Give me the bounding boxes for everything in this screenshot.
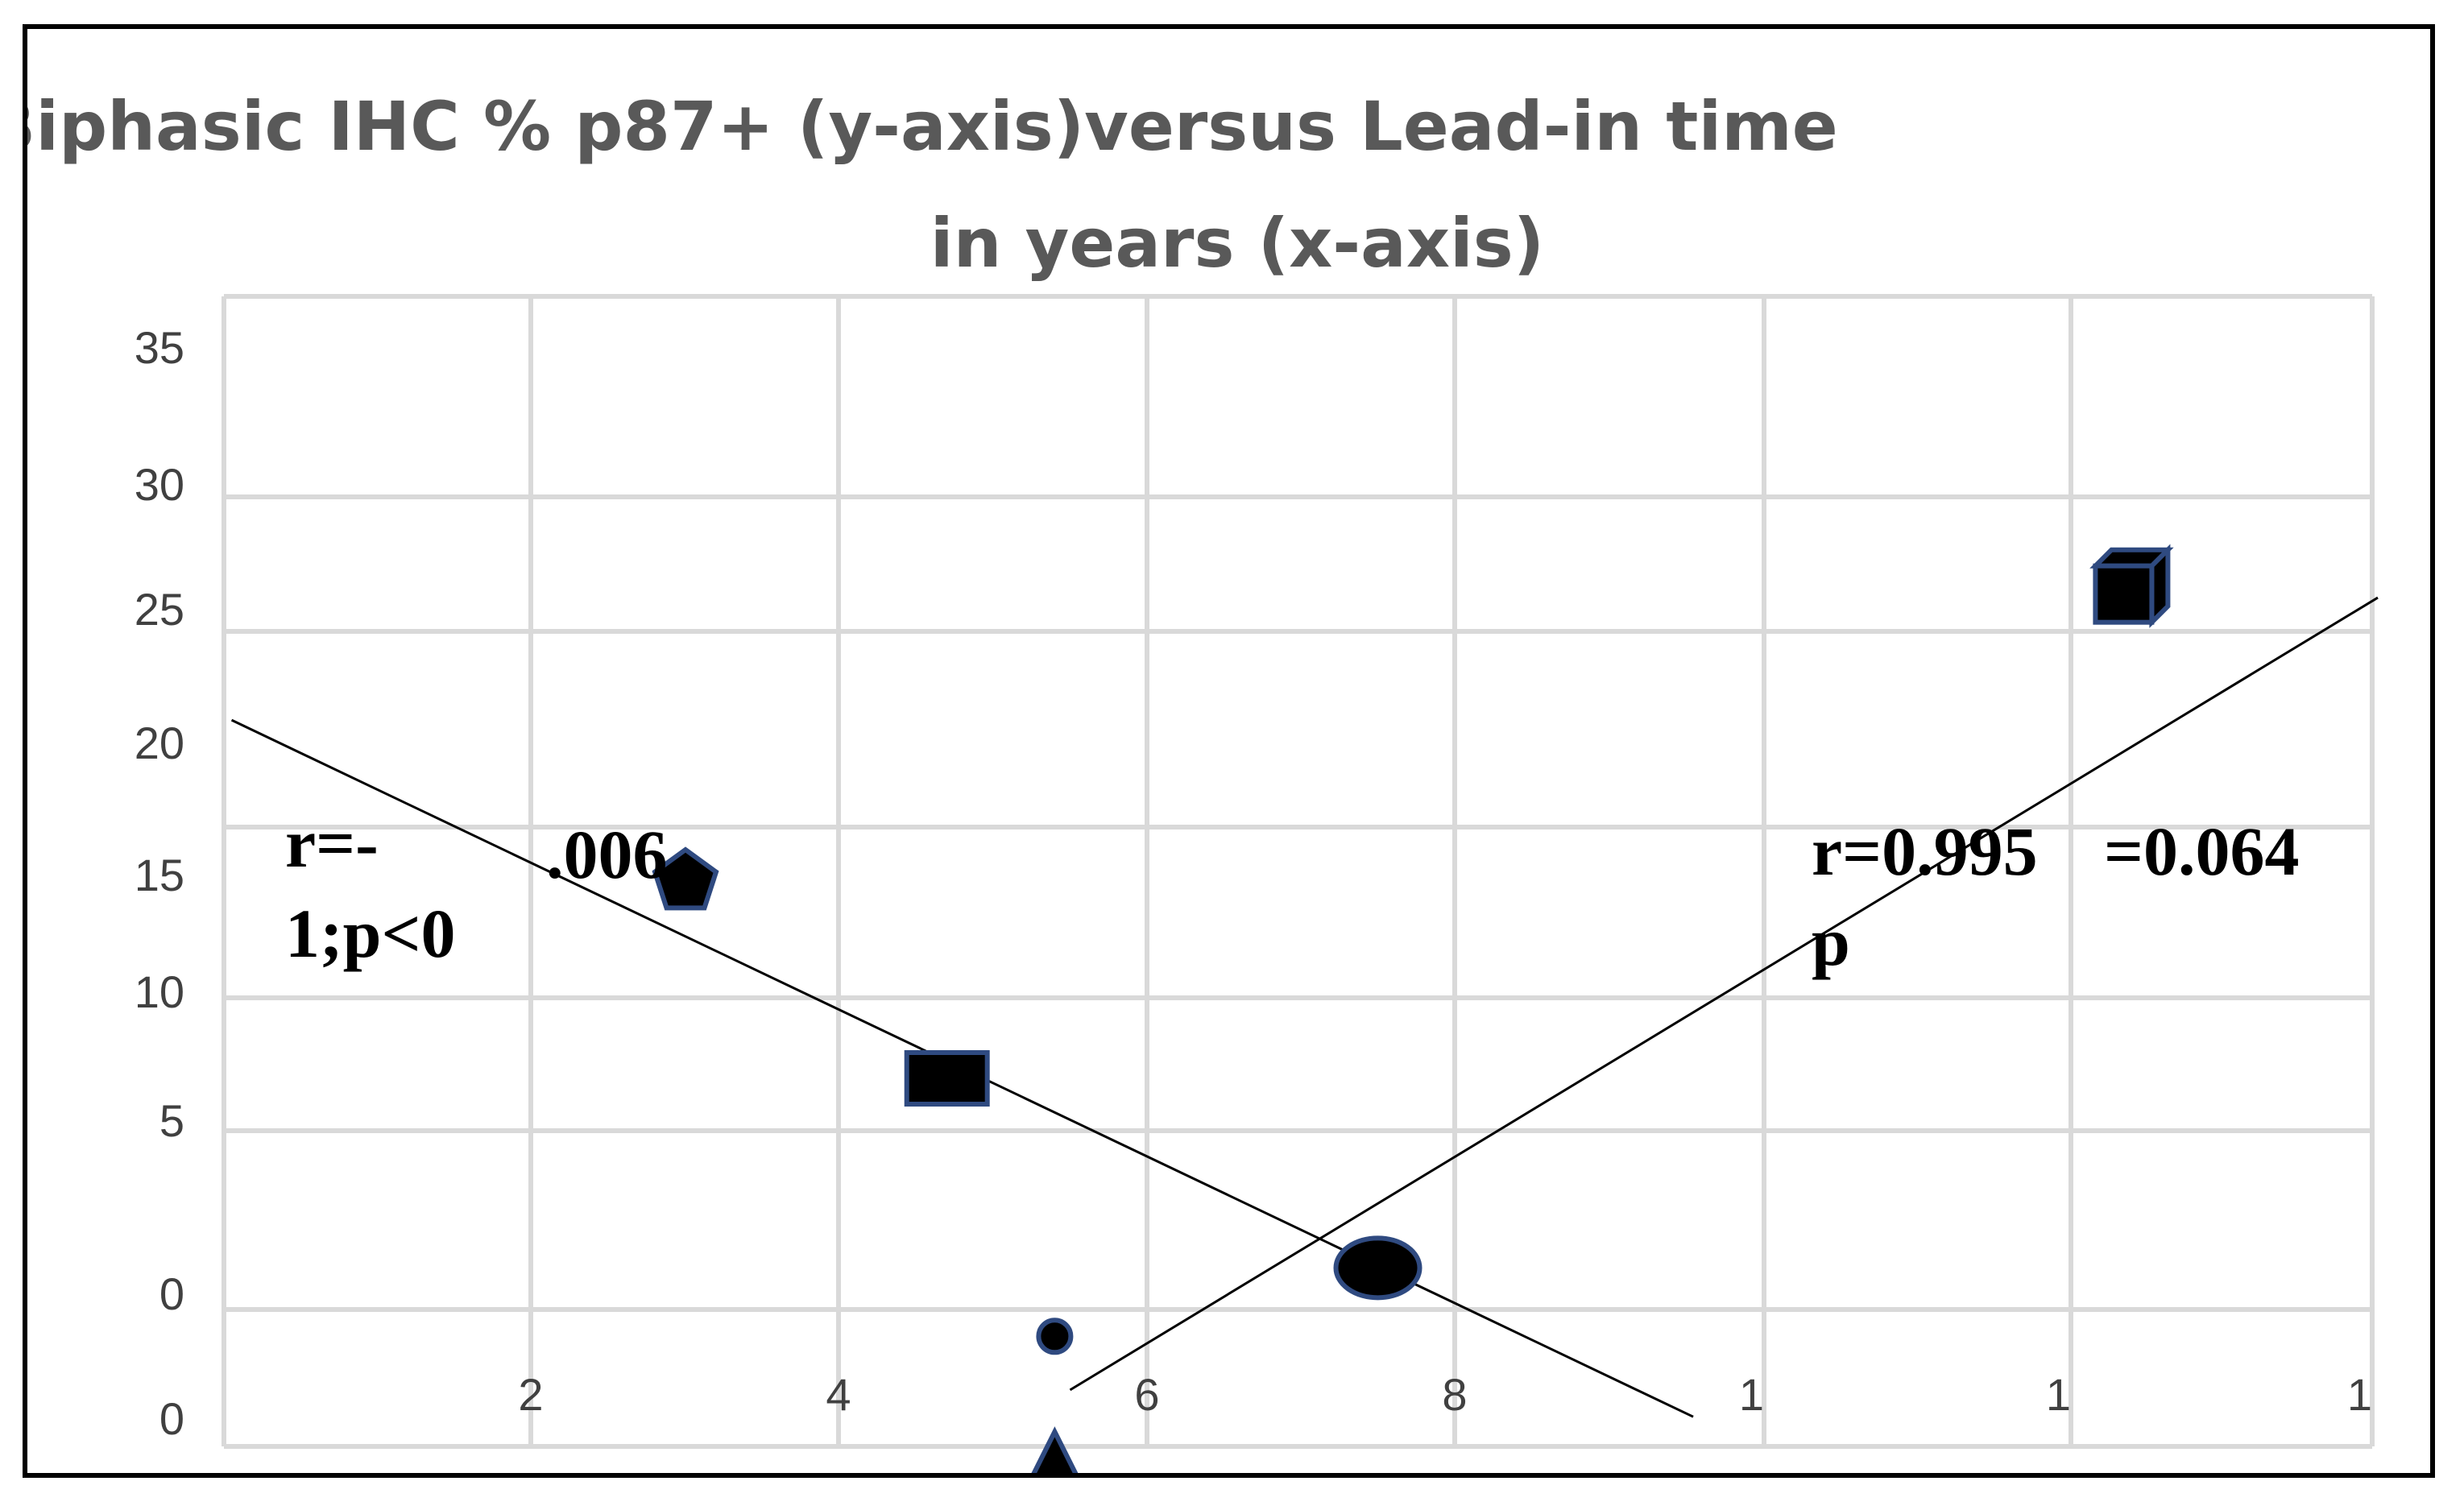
chart-title: Biphasic IHC % p87+ (y-axis)versus Lead-…: [27, 87, 1838, 166]
data-point-triangle: [1031, 1426, 1079, 1473]
x-tick-label-1: 4: [826, 1369, 851, 1420]
left-annotation-fragment: .006: [546, 816, 668, 893]
left-annotation-line1: r=-: [285, 805, 379, 882]
y-tick-label-1: 30: [135, 459, 184, 510]
y-tick-label-4: 15: [135, 850, 184, 900]
y-tick-label-7: 0: [159, 1268, 184, 1319]
right-annotation-fragment: =0.064: [2104, 813, 2300, 890]
right-annotation-line2: p: [1812, 903, 1850, 980]
y-tick-label-8: 0: [159, 1393, 184, 1444]
x-tick-label-5: 1: [2046, 1369, 2071, 1420]
data-point-ellipse: [1333, 1235, 1422, 1301]
chart-title-line2: in years (x-axis): [930, 204, 1544, 283]
data-point-rectangle: [904, 1050, 990, 1107]
data-points: [652, 544, 2174, 1473]
data-point-pentagon: [652, 846, 719, 911]
y-tick-label-2: 25: [135, 584, 184, 635]
grid-lines: [222, 294, 2375, 1449]
scatter-chart: 35 30 25 20 15 10 5 0 0 2 4 6 8 1 1 1 Biphasic IHC % p…: [27, 87, 2379, 1473]
y-tick-label-5: 10: [135, 966, 184, 1017]
data-point-cube: [2089, 544, 2174, 628]
y-tick-labels: 35 30 25 20 15 10 5 0 0: [135, 322, 184, 1444]
x-tick-label-3: 8: [1442, 1369, 1467, 1420]
data-point-circle: [1036, 1318, 1074, 1355]
x-tick-label-2: 6: [1134, 1369, 1159, 1420]
y-tick-label-6: 5: [159, 1095, 184, 1146]
chart-frame: 35 30 25 20 15 10 5 0 0 2 4 6 8 1 1 1 Biphasic IHC % p…: [23, 24, 2435, 1478]
x-tick-label-0: 2: [518, 1369, 543, 1420]
cube-front-face: [2093, 563, 2155, 625]
trendlines: [230, 596, 2379, 1418]
x-tick-label-4: 1: [1739, 1369, 1764, 1420]
x-tick-label-6: 1: [2347, 1369, 2372, 1420]
right-annotation-line1: r=0.995: [1812, 813, 2038, 890]
y-tick-label-0: 35: [135, 322, 184, 373]
y-tick-label-3: 20: [135, 718, 184, 768]
left-annotation-line2: 1;p<0: [285, 895, 455, 972]
x-tick-labels: 2 4 6 8 1 1 1: [518, 1369, 2372, 1420]
trendline-positive: [1069, 596, 2379, 1392]
